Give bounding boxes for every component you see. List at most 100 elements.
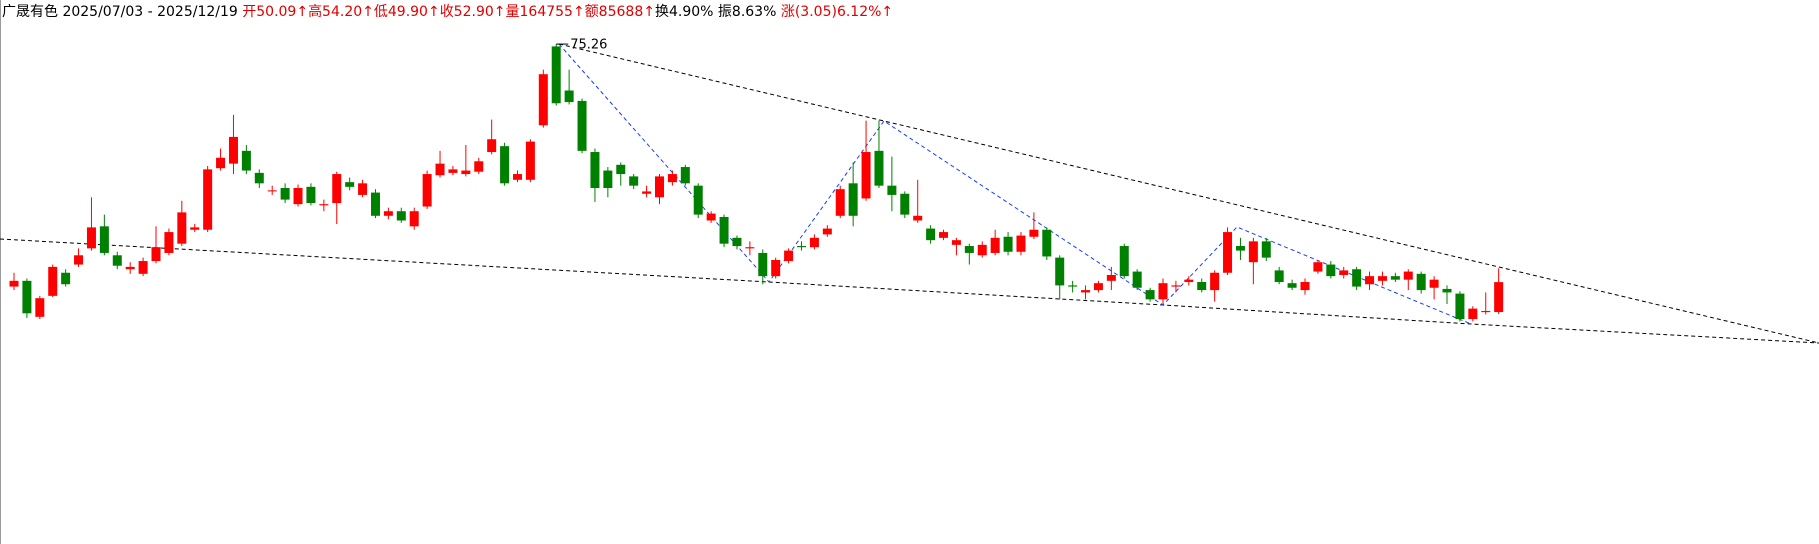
candle-body (1145, 290, 1155, 300)
candle-body (267, 190, 277, 192)
candle-body (1326, 264, 1336, 277)
candle-body (1093, 283, 1103, 291)
candle-body (474, 161, 484, 172)
candle-body (293, 188, 303, 205)
candle-body (667, 174, 677, 183)
candle-body (1132, 271, 1142, 288)
amplitude: 振8.63% (717, 4, 777, 20)
candle-body (848, 183, 858, 216)
candle-body (99, 226, 109, 253)
zigzag-line (558, 43, 1472, 325)
candle-body (1468, 308, 1478, 320)
candle-body (383, 211, 393, 216)
candle-body (642, 191, 652, 194)
candle-body (861, 152, 871, 199)
candle-body (228, 136, 238, 164)
candle-body (35, 298, 45, 317)
candle-body (1390, 276, 1400, 280)
quote: 收52.90↑ (439, 4, 506, 20)
trend-line (0, 238, 1819, 344)
candle-body (616, 164, 626, 175)
candle-body (500, 146, 510, 184)
candle-body (190, 227, 200, 230)
candle-body (1106, 274, 1116, 281)
candle-body (1455, 293, 1465, 320)
candle-body (48, 266, 58, 296)
quote: 高54.20↑ (308, 4, 374, 20)
quote: 低49.90↑ (373, 4, 440, 20)
stock-name: 广晟有色 (2, 4, 58, 20)
candle-body (345, 182, 355, 187)
candle-body (835, 189, 845, 216)
candle-body (822, 228, 832, 235)
candle-body (241, 150, 251, 171)
candle-body (1274, 270, 1284, 283)
candle-body (332, 174, 342, 204)
candle-body (422, 174, 432, 207)
candle-body (435, 163, 445, 176)
candle-body (1210, 272, 1220, 291)
candle-body (1313, 262, 1323, 272)
candle-body (1197, 282, 1207, 291)
candle-body (1016, 235, 1026, 252)
candle-body (564, 90, 574, 103)
candle-body (1235, 246, 1245, 251)
candle-body (254, 172, 264, 184)
candle-body (887, 185, 897, 195)
candle-body (990, 237, 1000, 253)
quote: 开50.09↑ (242, 4, 309, 20)
candle-body (22, 280, 32, 314)
candle-body (1184, 279, 1194, 283)
candle-body (1055, 257, 1065, 286)
trend-line (558, 43, 1819, 344)
candle-body (9, 280, 19, 287)
candle-body (1377, 276, 1387, 281)
candle-body (1081, 290, 1091, 293)
candle-body (719, 216, 729, 244)
candle-body (1261, 241, 1271, 258)
candle-body (1481, 310, 1491, 313)
candle-body (1042, 229, 1052, 257)
candle-body (487, 139, 497, 153)
candle-body (939, 232, 949, 238)
candle-body (745, 247, 755, 249)
candle-body (964, 246, 974, 253)
candle-body (926, 228, 936, 241)
candle-body (74, 255, 84, 265)
candle-body (797, 246, 807, 248)
candle-body (629, 176, 639, 186)
candle-body (112, 255, 122, 266)
candle-body (603, 170, 613, 189)
candle-body (551, 46, 561, 104)
candle-body (61, 272, 71, 285)
candle-body (1223, 232, 1233, 273)
candle-body (538, 74, 548, 126)
candle-body (525, 141, 535, 180)
change: 涨(3.05)6.12%↑ (780, 4, 894, 20)
candle-body (1119, 246, 1129, 277)
candle-body (164, 232, 174, 253)
candle-body (1300, 282, 1310, 291)
candle-body (1068, 285, 1078, 287)
candle-body (680, 167, 690, 184)
quote: 额85688↑ (584, 4, 655, 20)
candle-body (1248, 241, 1258, 263)
candle-body (900, 193, 910, 215)
candle-body (809, 237, 819, 248)
quote-header: 广晟有色 2025/07/03 - 2025/12/19 开50.09↑高54.… (2, 1, 893, 21)
candle-body (125, 266, 135, 270)
candle-body (874, 150, 884, 186)
candle-body (1352, 269, 1362, 287)
candle-body (1029, 229, 1039, 237)
candle-body (448, 169, 458, 173)
candle-body (1365, 276, 1375, 285)
candle-body (1287, 283, 1297, 288)
candle-body (732, 237, 742, 247)
candle-body (409, 211, 419, 227)
candle-body (1416, 273, 1426, 291)
candle-body (358, 183, 368, 195)
max-label: 75.26 (570, 38, 607, 53)
candle-body (396, 211, 406, 221)
